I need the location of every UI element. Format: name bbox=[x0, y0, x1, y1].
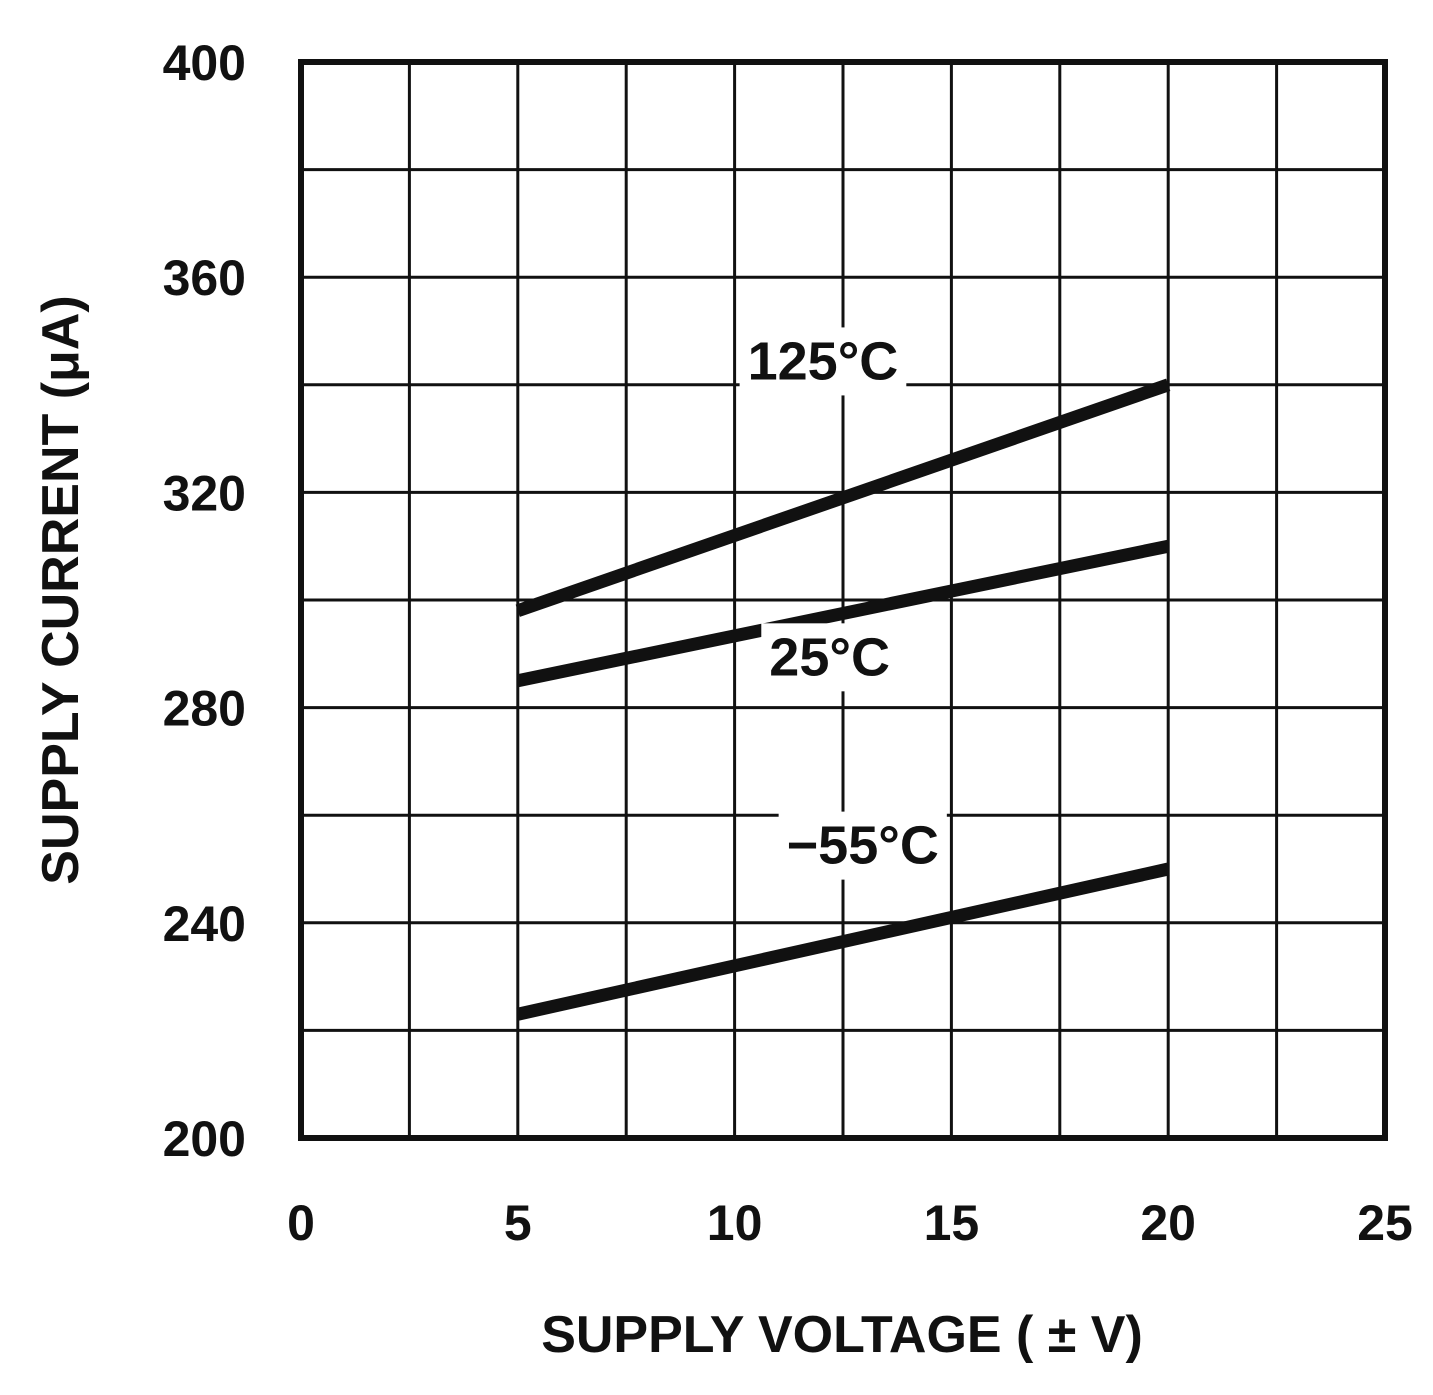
series-line bbox=[515, 378, 1171, 617]
x-tick-label: 0 bbox=[287, 1195, 315, 1251]
series-label-background bbox=[778, 811, 947, 880]
series-line bbox=[516, 539, 1170, 688]
x-tick-label: 15 bbox=[924, 1195, 980, 1251]
series-label: 25°C bbox=[769, 627, 890, 687]
y-tick-label: 240 bbox=[163, 896, 246, 952]
series-label: −55°C bbox=[787, 816, 939, 876]
x-tick-label: 25 bbox=[1357, 1195, 1413, 1251]
y-tick-label: 280 bbox=[163, 681, 246, 737]
x-axis-title: SUPPLY VOLTAGE ( ± V) bbox=[541, 1306, 1143, 1364]
x-tick-label: 10 bbox=[707, 1195, 763, 1251]
plot-frame bbox=[298, 59, 1388, 1141]
y-tick-label: 400 bbox=[163, 35, 246, 91]
series-labels: 125°C 25°C −55°C bbox=[739, 327, 947, 880]
series-label-background bbox=[761, 623, 898, 692]
x-tick-label: 5 bbox=[504, 1195, 532, 1251]
x-tick-labels: 0 5 10 15 20 25 bbox=[287, 1195, 1413, 1251]
series-label-background bbox=[739, 327, 907, 396]
series-label: 125°C bbox=[748, 331, 899, 391]
series-line bbox=[516, 862, 1170, 1021]
y-tick-labels: 200 240 280 320 360 400 bbox=[163, 35, 246, 1167]
y-tick-label: 200 bbox=[163, 1111, 246, 1167]
x-tick-label: 20 bbox=[1140, 1195, 1196, 1251]
y-tick-label: 360 bbox=[163, 250, 246, 306]
y-tick-label: 320 bbox=[163, 465, 246, 521]
series-group bbox=[515, 378, 1171, 1021]
y-axis-title: SUPPLY CURRENT (μA) bbox=[32, 295, 90, 884]
